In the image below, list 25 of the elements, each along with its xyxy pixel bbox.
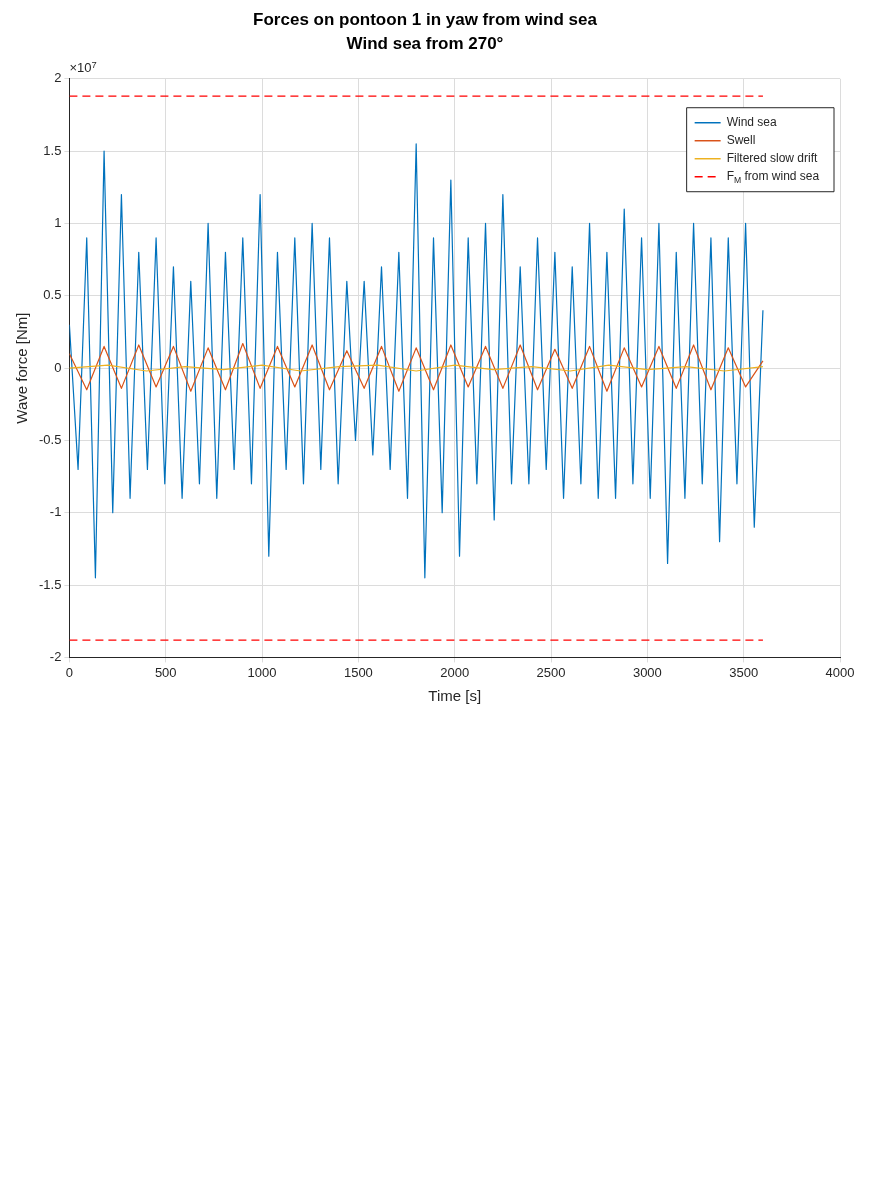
x-tick-label: 500: [154, 664, 177, 680]
chart-title: Forces on pontoon 1 in yaw from wind sea: [253, 9, 598, 29]
y-axis-title: Wave force [Nm]: [13, 312, 31, 424]
x-tick-label: 2500: [536, 664, 566, 680]
x-tick-label: 4000: [825, 664, 855, 680]
legend-label: Swell: [726, 133, 756, 148]
legend-label: Wind sea: [726, 115, 777, 130]
y-tick-label: 0.5: [43, 287, 62, 303]
y-tick-label: -1: [49, 504, 62, 520]
y-tick-label: 2: [54, 70, 62, 86]
legend-label: Filtered slow drift: [726, 151, 818, 166]
y-tick-label: -1.5: [38, 576, 62, 592]
x-axis-title: Time [s]: [428, 687, 482, 705]
x-tick-label: 3500: [729, 664, 759, 680]
y-tick-label: 1.5: [43, 142, 62, 158]
x-tick-label: 1500: [343, 664, 373, 680]
y-tick-label: -2: [49, 648, 62, 664]
chart-subtitle: Wind sea from 270°: [346, 34, 504, 54]
x-tick-label: 3000: [632, 664, 662, 680]
y-tick-label: 1: [54, 215, 62, 231]
x-tick-label: 2000: [440, 664, 470, 680]
y-tick-label: -0.5: [38, 432, 62, 447]
x-tick-label: 1000: [247, 664, 277, 680]
x-tick-label: 0: [65, 664, 74, 680]
y-tick-label: 0: [54, 359, 62, 375]
